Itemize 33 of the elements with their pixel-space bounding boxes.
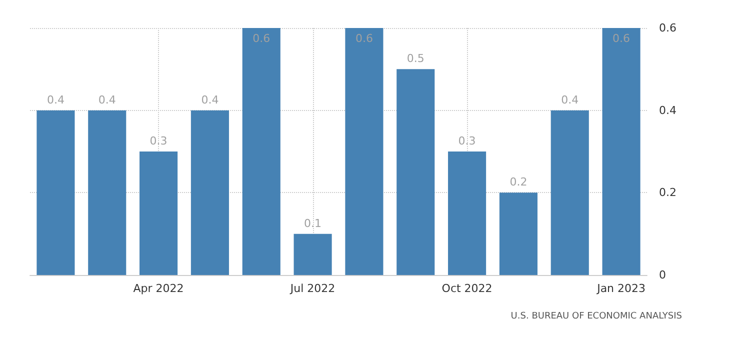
bar xyxy=(36,110,75,275)
data-label: 0.3 xyxy=(150,134,168,148)
data-label: 0.6 xyxy=(252,32,270,45)
bar xyxy=(294,234,332,275)
bar xyxy=(242,28,280,275)
bar xyxy=(88,110,126,275)
data-label: 0.4 xyxy=(98,93,116,106)
data-label: 0.5 xyxy=(406,52,424,66)
data-label: 0.4 xyxy=(46,93,64,106)
y-tick-label: 0 xyxy=(659,268,666,282)
text: U.S. BUREAU OF ECONOMIC ANALYSIS xyxy=(510,312,682,322)
x-tick-label: Apr 2022 xyxy=(133,282,184,295)
y-tick-label: 0.6 xyxy=(659,22,676,34)
data-label: 0.3 xyxy=(458,134,476,148)
data-label: 0.6 xyxy=(612,32,630,45)
data-label: 0.4 xyxy=(201,93,219,106)
data-label: 0.4 xyxy=(561,93,579,106)
y-tick-label: 0.2 xyxy=(659,186,676,200)
y-tick-label: 0.4 xyxy=(659,104,676,117)
x-tick-label: Jan 2023 xyxy=(596,282,646,295)
data-label: 0.6 xyxy=(355,32,373,45)
bar xyxy=(448,152,486,275)
bar xyxy=(345,28,384,275)
bar xyxy=(140,152,178,275)
data-label: 0.2 xyxy=(510,176,528,189)
x-tick-label: Oct 2022 xyxy=(442,282,492,295)
bar xyxy=(550,110,589,275)
data-label: 0.1 xyxy=(304,216,322,230)
bar xyxy=(190,110,229,275)
x-tick-label: Jul 2022 xyxy=(289,282,336,295)
bar xyxy=(396,69,435,275)
bar xyxy=(499,192,538,275)
bar xyxy=(602,28,640,275)
